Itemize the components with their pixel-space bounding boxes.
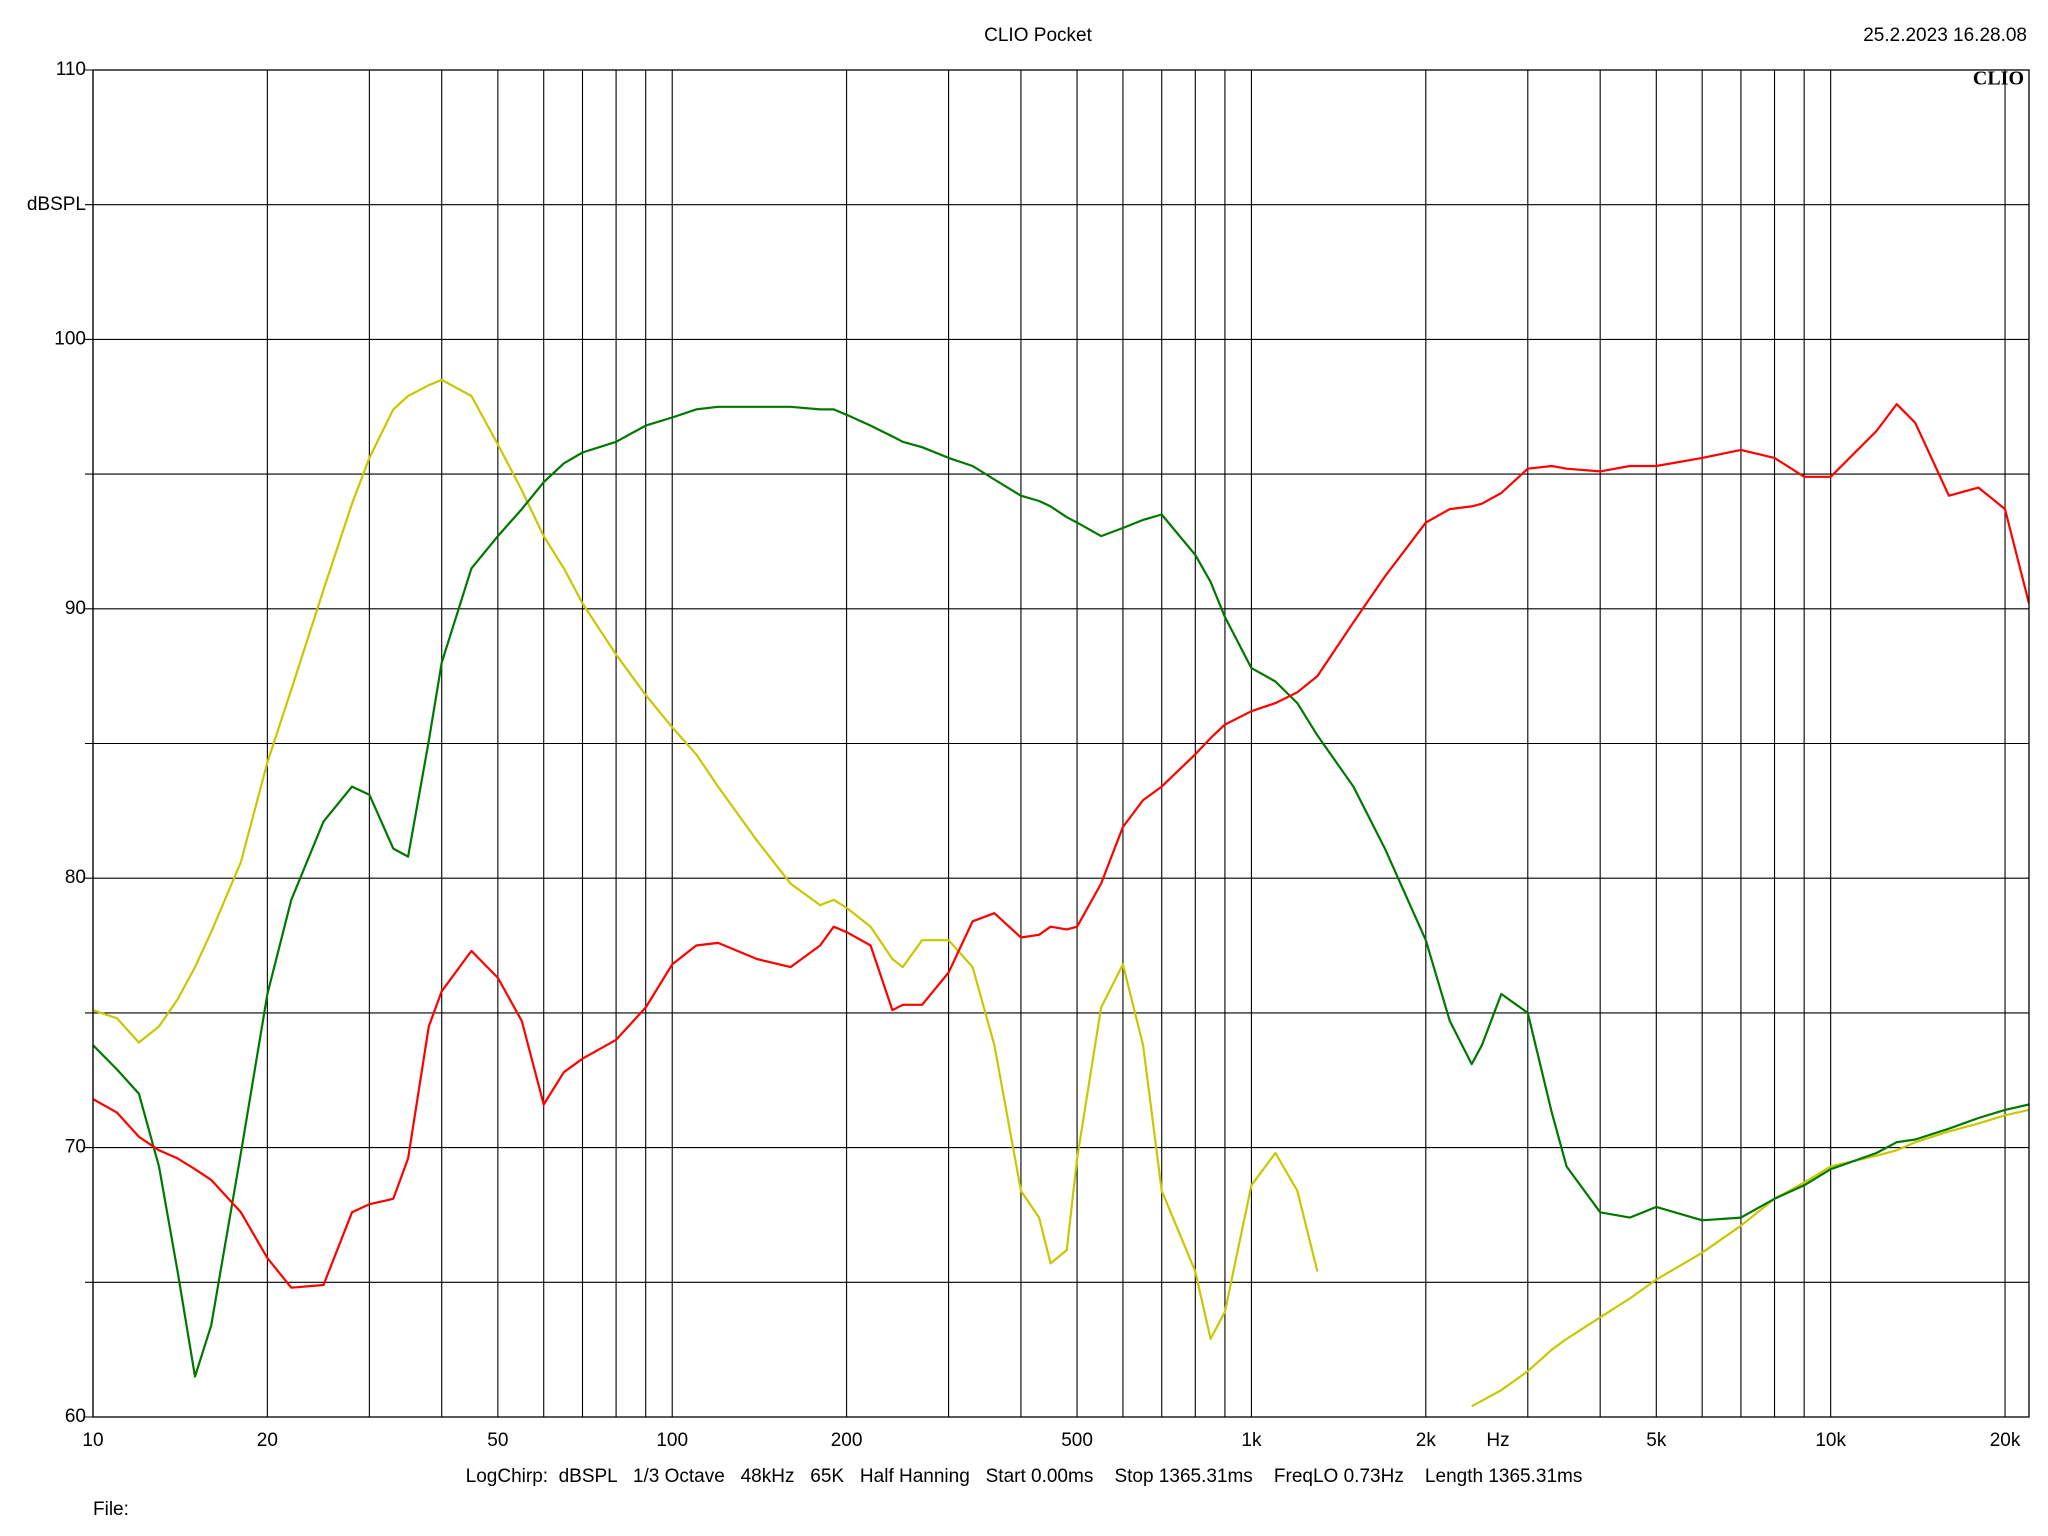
x-tick-label: 1k [1241,1430,1262,1451]
logo: CLIO [1973,68,2024,90]
data-line [93,405,2029,1378]
y-tick-label: 70 [65,1137,86,1158]
timestamp: 25.2.2023 16.28.08 [1863,25,2027,46]
y-tick-label: 110 [56,59,86,80]
file-label: File: [93,1499,129,1520]
x-tick-label: 5k [1646,1430,1667,1451]
x-tick-label: 200 [831,1430,863,1451]
x-tick-label: 500 [1061,1430,1093,1451]
plot-frame [92,69,2030,1418]
footer-info: LogChirp: dBSPL 1/3 Octave 48kHz 65K Hal… [466,1466,1583,1487]
x-tick-label: 2k [1416,1430,1437,1451]
y-tick-label: 90 [65,598,86,619]
y-tick-label: 80 [65,867,86,888]
x-tick-label: 100 [656,1430,688,1451]
x-tick-label: 20 [257,1430,278,1451]
data-line [93,378,2029,1408]
grid [85,69,2029,1418]
x-tick-label: 20k [1990,1430,2021,1451]
x-axis-label: Hz [1486,1430,1509,1451]
chart-title: CLIO Pocket [984,25,1092,46]
y-tick-label: 60 [65,1406,86,1427]
x-tick-label: 10 [82,1430,103,1451]
y-tick-label: 100 [54,328,86,349]
data-line [93,403,2029,1289]
y-axis-label: dBSPL [27,194,86,215]
plot-lines [93,378,2029,1408]
x-tick-label: 10k [1815,1430,1846,1451]
x-tick-label: 50 [487,1430,508,1451]
